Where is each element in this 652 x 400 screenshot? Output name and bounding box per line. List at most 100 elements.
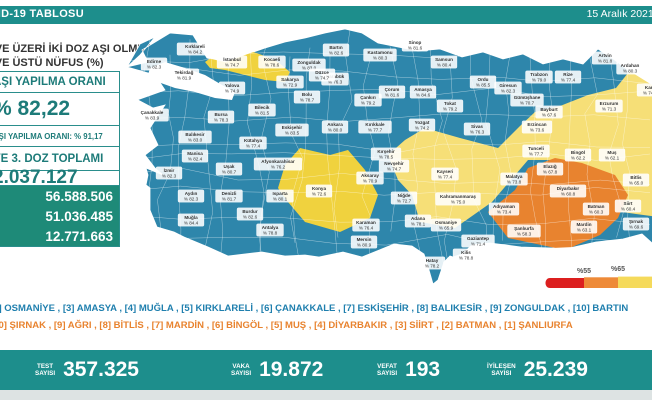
svg-text:% 60.3: % 60.3 xyxy=(589,210,604,215)
svg-text:Balıkesir: Balıkesir xyxy=(185,132,204,137)
svg-text:% 81.5: % 81.5 xyxy=(255,111,270,116)
svg-text:Konya: Konya xyxy=(312,186,326,191)
svg-text:% 81.6: % 81.6 xyxy=(408,46,423,51)
svg-text:%55: %55 xyxy=(577,268,591,275)
svg-text:% 80.3: % 80.3 xyxy=(373,56,388,61)
svg-text:Ordu: Ordu xyxy=(478,77,489,82)
svg-text:% 71.4: % 71.4 xyxy=(471,242,486,247)
svg-text:% 73.8: % 73.8 xyxy=(507,180,522,185)
svg-text:Kastamonu: Kastamonu xyxy=(367,50,392,55)
svg-text:% 85.5: % 85.5 xyxy=(476,83,491,88)
svg-text:Denizli: Denizli xyxy=(222,191,237,196)
svg-text:Erzincan: Erzincan xyxy=(527,122,546,127)
svg-text:Kütahya: Kütahya xyxy=(244,138,263,143)
svg-text:Artvin: Artvin xyxy=(598,53,611,58)
svg-text:% 83.9: % 83.9 xyxy=(145,116,160,121)
svg-text:Isparta: Isparta xyxy=(272,191,288,196)
svg-text:Adıyaman: Adıyaman xyxy=(493,204,515,209)
svg-text:%65: %65 xyxy=(611,266,625,273)
svg-text:Şanlıurfa: Şanlıurfa xyxy=(514,226,534,231)
svg-text:Bartın: Bartın xyxy=(329,45,342,50)
svg-text:Karaman: Karaman xyxy=(356,220,376,225)
svg-text:% 81.8: % 81.8 xyxy=(598,59,613,64)
svg-text:% 74.9: % 74.9 xyxy=(225,89,240,94)
svg-text:Bingöl: Bingöl xyxy=(571,150,585,155)
svg-text:Muğla: Muğla xyxy=(184,215,198,220)
svg-text:Osmaniye: Osmaniye xyxy=(435,220,457,225)
svg-text:% 81.9: % 81.9 xyxy=(177,76,192,81)
svg-text:Edirne: Edirne xyxy=(147,59,162,64)
svg-text:Düzce: Düzce xyxy=(315,70,329,75)
svg-text:% 78.1: % 78.1 xyxy=(411,222,426,227)
svg-text:% 82.3: % 82.3 xyxy=(501,89,516,94)
svg-text:% 69.6: % 69.6 xyxy=(629,225,644,230)
svg-text:Kayseri: Kayseri xyxy=(437,169,454,174)
svg-text:% 80.4: % 80.4 xyxy=(437,63,452,68)
svg-text:Çanakkale: Çanakkale xyxy=(141,110,164,115)
svg-text:% 74.7: % 74.7 xyxy=(387,167,402,172)
svg-text:% 80.0: % 80.0 xyxy=(328,128,343,133)
svg-text:% 65.0: % 65.0 xyxy=(629,181,644,186)
svg-text:Zonguldak: Zonguldak xyxy=(297,60,321,65)
svg-text:Kırşehir: Kırşehir xyxy=(377,149,395,154)
svg-text:Mersin: Mersin xyxy=(357,237,372,242)
svg-text:% 84.2: % 84.2 xyxy=(188,50,203,55)
svg-text:Çorum: Çorum xyxy=(385,87,400,92)
svg-text:Yozgat: Yozgat xyxy=(415,120,430,125)
svg-text:% 82.6: % 82.6 xyxy=(243,215,258,220)
svg-text:Aydın: Aydın xyxy=(185,191,198,196)
svg-text:Tekirdağ: Tekirdağ xyxy=(175,70,194,75)
svg-text:% 75.0: % 75.0 xyxy=(451,200,466,205)
svg-text:Batman: Batman xyxy=(588,204,605,209)
svg-text:% 60.4: % 60.4 xyxy=(621,207,636,212)
svg-text:% 74.7: % 74.7 xyxy=(315,76,330,81)
svg-text:% 74.7: % 74.7 xyxy=(225,63,240,68)
svg-text:Diyarbakır: Diyarbakır xyxy=(557,186,580,191)
svg-text:Eskişehir: Eskişehir xyxy=(282,125,303,130)
svg-text:% 80.7: % 80.7 xyxy=(222,170,237,175)
svg-text:% 78.3: % 78.3 xyxy=(214,118,229,123)
svg-text:% 62.2: % 62.2 xyxy=(571,156,586,161)
svg-text:% 78.6: % 78.6 xyxy=(265,63,280,68)
svg-text:Bolu: Bolu xyxy=(302,92,312,97)
svg-text:% 80.1: % 80.1 xyxy=(273,197,288,202)
svg-text:Nevşehir: Nevşehir xyxy=(384,161,404,166)
svg-text:% 77.4: % 77.4 xyxy=(246,144,261,149)
svg-text:Hatay: Hatay xyxy=(426,258,439,263)
svg-text:Ankara: Ankara xyxy=(327,122,343,127)
svg-text:% 77.7: % 77.7 xyxy=(529,152,544,157)
svg-text:Bayburt: Bayburt xyxy=(540,107,558,112)
svg-text:% 82.3: % 82.3 xyxy=(162,174,177,179)
svg-text:Adana: Adana xyxy=(411,216,425,221)
svg-text:Sivas: Sivas xyxy=(471,124,483,129)
svg-text:% 63.1: % 63.1 xyxy=(577,228,592,233)
svg-text:Şırnak: Şırnak xyxy=(629,219,643,224)
svg-text:% 72.7: % 72.7 xyxy=(397,199,412,204)
svg-text:% 77.7: % 77.7 xyxy=(368,128,383,133)
svg-text:% 78.8: % 78.8 xyxy=(459,256,474,261)
svg-text:Ardahan: Ardahan xyxy=(621,63,640,68)
svg-text:% 70.7: % 70.7 xyxy=(520,101,535,106)
svg-text:Erzurum: Erzurum xyxy=(600,101,619,106)
svg-text:% 81.7: % 81.7 xyxy=(222,197,237,202)
svg-text:% 74.5: % 74.5 xyxy=(643,91,652,96)
svg-text:% 73.4: % 73.4 xyxy=(497,210,512,215)
svg-text:% 76.3: % 76.3 xyxy=(470,130,485,135)
svg-text:Bitlis: Bitlis xyxy=(630,175,642,180)
svg-text:Bursa: Bursa xyxy=(214,112,227,117)
svg-text:% 71.3: % 71.3 xyxy=(602,107,617,112)
svg-text:Gümüşhane: Gümüşhane xyxy=(514,95,541,100)
svg-text:Muş: Muş xyxy=(607,150,617,155)
svg-text:% 70.9: % 70.9 xyxy=(363,179,378,184)
svg-text:% 76.2: % 76.2 xyxy=(271,165,286,170)
svg-text:Elazığ: Elazığ xyxy=(543,164,556,169)
svg-text:Uşak: Uşak xyxy=(224,164,235,169)
svg-text:Yalova: Yalova xyxy=(225,83,240,88)
svg-text:Tunceli: Tunceli xyxy=(528,146,544,151)
svg-text:% 78.5: % 78.5 xyxy=(379,155,394,160)
svg-text:Amasya: Amasya xyxy=(414,87,432,92)
svg-text:Antalya: Antalya xyxy=(262,225,279,230)
svg-text:% 82.3: % 82.3 xyxy=(147,65,162,70)
svg-text:Aksaray: Aksaray xyxy=(361,173,379,178)
svg-text:% 83.5: % 83.5 xyxy=(285,131,300,136)
